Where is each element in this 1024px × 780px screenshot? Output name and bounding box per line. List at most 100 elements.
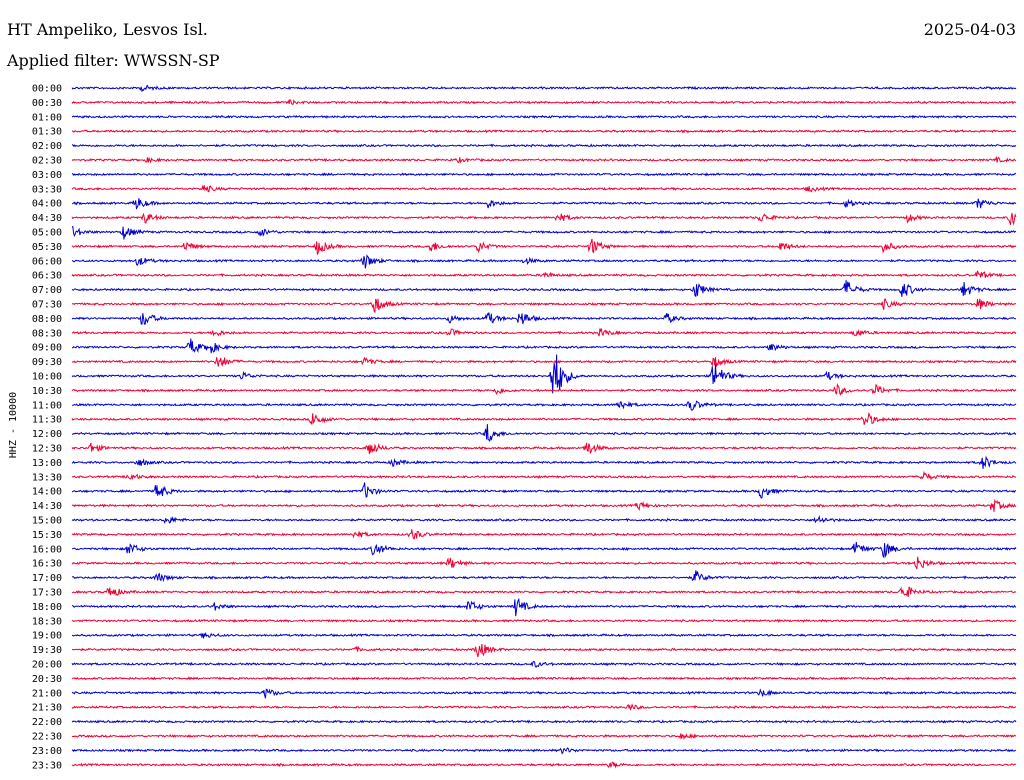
seismic-trace-line	[71, 382, 1017, 396]
seismic-trace-line	[71, 660, 1017, 668]
seismic-trace-line	[71, 719, 1017, 724]
time-tick-label: 15:00	[32, 516, 62, 527]
time-tick-label: 14:00	[32, 487, 62, 498]
time-tick-label: 12:30	[32, 444, 62, 455]
record-date: 2025-04-03	[923, 20, 1016, 39]
time-tick-label: 17:30	[32, 588, 62, 599]
seismic-trace-line	[71, 482, 1017, 499]
time-tick-label: 21:30	[32, 703, 62, 714]
time-tick-label: 17:00	[32, 573, 62, 584]
seismic-trace-line	[71, 400, 1017, 412]
time-tick-label: 21:00	[32, 688, 62, 699]
time-tick-label: 20:30	[32, 674, 62, 685]
seismic-trace-line	[71, 184, 1017, 193]
time-tick-label: 09:00	[32, 343, 62, 354]
seismic-trace-line	[71, 676, 1017, 681]
seismic-trace-line	[72, 597, 1017, 617]
seismic-trace-line	[72, 172, 1017, 177]
time-tick-label: 07:00	[32, 285, 62, 296]
time-tick-label: 08:30	[32, 328, 62, 339]
seismic-trace-line	[71, 732, 1017, 741]
seismic-trace-line	[71, 470, 1017, 481]
time-tick-label: 00:30	[32, 98, 62, 109]
time-tick-label: 23:30	[32, 760, 62, 771]
seismic-trace-line	[71, 412, 1017, 425]
seismic-trace-line	[71, 338, 1017, 354]
seismic-trace-line	[71, 225, 1017, 240]
time-tick-label: 13:30	[32, 472, 62, 483]
seismic-trace-line	[71, 703, 1017, 712]
seismic-trace-line	[71, 631, 1017, 639]
seismic-trace-line	[72, 424, 1017, 443]
seismic-trace-line	[71, 761, 1017, 769]
seismic-trace-line	[71, 643, 1017, 658]
seismic-trace-line	[71, 455, 1017, 469]
time-tick-label: 01:00	[32, 112, 62, 123]
time-tick-label: 03:30	[32, 184, 62, 195]
trace-rows: 00:00 00:30 01:00 01:30 02:00 02:30 03:00 03:30…	[32, 84, 1017, 771]
time-tick-label: 02:00	[32, 141, 62, 152]
time-tick-label: 06:30	[32, 271, 62, 282]
time-tick-label: 09:30	[32, 357, 62, 368]
seismic-trace-line	[71, 270, 1016, 279]
time-tick-label: 05:30	[32, 242, 62, 253]
seismic-trace-line	[71, 238, 1017, 255]
time-tick-label: 08:00	[32, 314, 62, 325]
time-tick-label: 11:30	[32, 415, 62, 426]
time-tick-label: 07:30	[32, 300, 62, 311]
time-tick-label: 23:00	[32, 746, 62, 757]
station-title: HT Ampeliko, Lesvos Isl.	[7, 20, 208, 39]
seismic-trace-line	[71, 312, 1017, 325]
seismic-trace-line	[71, 356, 1017, 367]
filter-label: Applied filter: WWSSN-SP	[7, 51, 220, 70]
seismic-trace-line	[71, 556, 1017, 570]
time-tick-label: 10:30	[32, 386, 62, 397]
time-tick-label: 06:00	[32, 256, 62, 267]
seismic-trace-line	[71, 618, 1017, 623]
time-tick-label: 00:00	[32, 84, 62, 95]
seismic-trace-line	[71, 529, 1017, 540]
time-tick-label: 03:00	[32, 170, 62, 181]
time-tick-label: 18:30	[32, 616, 62, 627]
time-tick-label: 16:30	[32, 559, 62, 570]
seismic-trace-line	[71, 198, 1017, 210]
seismic-trace-line	[72, 254, 1017, 269]
seismic-trace-line	[71, 212, 1017, 226]
seismic-trace-line	[71, 98, 1017, 105]
seismic-trace-line	[71, 688, 1017, 699]
time-tick-label: 05:00	[32, 228, 62, 239]
seismic-trace-line	[71, 84, 1017, 93]
time-tick-label: 19:30	[32, 645, 62, 656]
seismic-trace-line	[71, 155, 1017, 164]
y-axis-label: HHZ - 10000	[8, 392, 19, 458]
seismic-trace-line	[71, 570, 1017, 583]
seismic-trace-line	[71, 747, 1017, 755]
seismic-trace-line	[71, 586, 1017, 598]
seismic-trace-line	[71, 542, 1017, 559]
time-tick-label: 19:00	[32, 631, 62, 642]
time-tick-label: 14:30	[32, 501, 62, 512]
time-tick-label: 22:00	[32, 717, 62, 728]
seismic-trace-line	[71, 143, 1017, 148]
seismic-trace-line	[71, 280, 1017, 298]
time-tick-label: 10:00	[32, 372, 62, 383]
seismic-trace-line	[71, 298, 1017, 314]
time-tick-label: 22:30	[32, 732, 62, 743]
time-tick-label: 04:00	[32, 199, 62, 210]
seismic-trace-line	[71, 354, 1017, 394]
time-tick-label: 11:00	[32, 400, 62, 411]
time-tick-label: 20:00	[32, 660, 62, 671]
time-tick-label: 12:00	[32, 429, 62, 440]
time-tick-label: 16:00	[32, 544, 62, 555]
seismic-trace-line	[71, 328, 1017, 337]
time-tick-label: 18:00	[32, 602, 62, 613]
time-tick-label: 02:30	[32, 156, 62, 167]
seismic-trace-line	[71, 498, 1017, 512]
time-tick-label: 01:30	[32, 127, 62, 138]
time-tick-label: 13:00	[32, 458, 62, 469]
time-tick-label: 15:30	[32, 530, 62, 541]
seismic-trace-line	[71, 514, 1017, 525]
time-tick-label: 04:30	[32, 213, 62, 224]
seismic-trace-line	[71, 442, 1017, 455]
